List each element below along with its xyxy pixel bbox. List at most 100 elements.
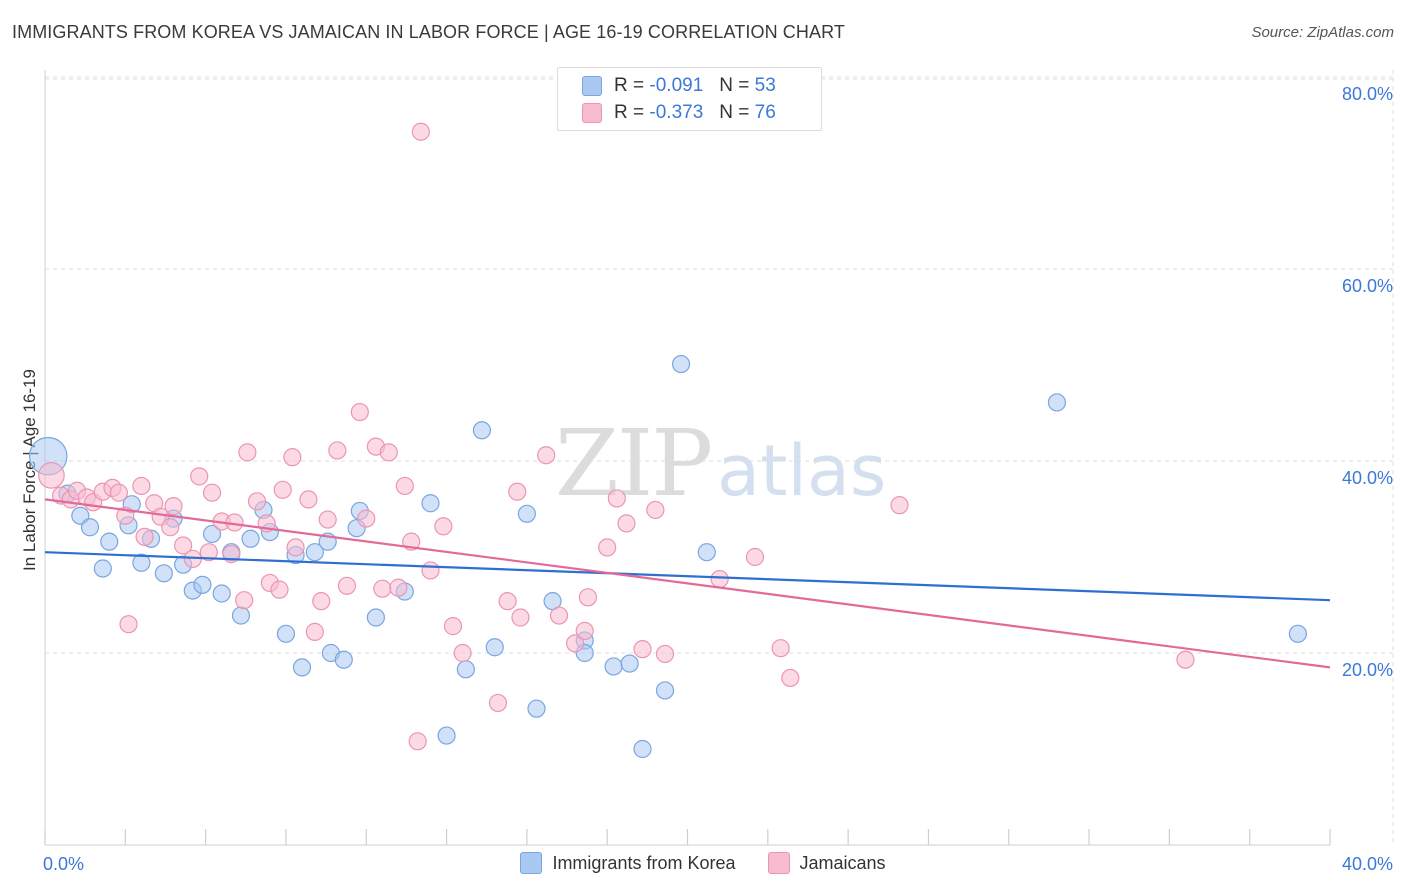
point-jamaican	[199, 543, 218, 562]
point-jamaican	[283, 448, 302, 467]
point-jamaican	[357, 509, 376, 528]
point-korea	[212, 584, 231, 603]
legend-row-jamaican: R = -0.373 N = 76	[582, 101, 776, 125]
x-tick-label: 40.0%	[1342, 854, 1393, 874]
point-korea	[80, 518, 100, 537]
y-tick-label: 40.0%	[1342, 468, 1393, 488]
point-jamaican	[488, 693, 508, 713]
point-jamaican	[771, 639, 790, 658]
point-korea	[485, 638, 504, 657]
point-jamaican	[498, 592, 517, 611]
point-korea	[633, 739, 652, 759]
point-korea	[604, 657, 623, 676]
stats-legend: R = -0.091 N = 53 R = -0.373 N = 76	[557, 67, 822, 131]
point-korea	[1047, 393, 1067, 412]
legend-swatch-jamaican	[582, 103, 602, 123]
point-korea	[421, 494, 440, 513]
legend-r-label-korea: R =	[614, 75, 645, 96]
point-jamaican	[395, 476, 414, 496]
point-korea	[193, 575, 212, 594]
legend-n-label-korea: N =	[719, 75, 750, 96]
point-jamaican	[373, 579, 392, 598]
point-jamaican	[174, 536, 193, 555]
point-korea	[437, 726, 456, 745]
point-korea	[697, 543, 716, 562]
y-tick-label: 20.0%	[1342, 660, 1393, 680]
point-jamaican	[411, 122, 430, 141]
point-jamaican	[305, 622, 324, 641]
chart-title: IMMIGRANTS FROM KOREA VS JAMAICAN IN LAB…	[12, 22, 845, 42]
point-jamaican	[270, 580, 289, 599]
point-jamaican	[299, 490, 318, 509]
legend-n-value-jamaican: 76	[754, 102, 776, 123]
point-korea	[1288, 624, 1307, 643]
point-korea	[100, 532, 119, 551]
point-jamaican	[286, 538, 305, 557]
point-korea	[202, 524, 222, 544]
legend-swatch-korea	[582, 76, 602, 96]
point-korea	[655, 681, 675, 700]
point-korea	[305, 543, 324, 562]
series-legend: Immigrants from Korea Jamaicans	[0, 852, 1406, 874]
point-korea	[366, 608, 385, 627]
point-jamaican	[190, 467, 209, 486]
point-korea	[517, 504, 536, 523]
point-jamaican	[318, 510, 337, 529]
point-jamaican	[453, 643, 472, 663]
point-jamaican	[575, 621, 594, 641]
point-jamaican	[1176, 650, 1195, 669]
legend-n-value-korea: 53	[754, 75, 776, 96]
point-jamaican	[119, 615, 138, 634]
series-legend-korea[interactable]: Immigrants from Korea	[520, 852, 736, 874]
series-legend-jamaican[interactable]: Jamaicans	[767, 852, 886, 874]
point-jamaican	[434, 517, 453, 536]
watermark-atlas: atlas	[717, 430, 887, 512]
point-jamaican	[109, 483, 128, 502]
point-jamaican	[646, 500, 665, 520]
point-korea	[241, 529, 260, 548]
point-jamaican	[247, 492, 267, 511]
point-jamaican	[235, 591, 254, 610]
point-korea	[132, 553, 151, 572]
trend-line-jamaican	[44, 498, 1331, 669]
watermark-zip: ZIP	[555, 410, 713, 517]
point-korea	[472, 421, 491, 440]
point-jamaican	[38, 462, 65, 489]
point-korea	[292, 658, 312, 677]
point-korea	[527, 699, 546, 718]
y-tick-label: 60.0%	[1342, 276, 1393, 296]
point-korea	[154, 564, 173, 583]
point-korea	[334, 650, 353, 669]
point-jamaican	[598, 538, 617, 557]
point-jamaican	[710, 569, 729, 589]
point-jamaican	[202, 483, 222, 502]
point-jamaican	[607, 489, 626, 508]
point-jamaican	[164, 497, 183, 516]
x-tick-label: 0.0%	[43, 854, 84, 874]
trend-line-korea	[44, 551, 1331, 602]
legend-r-value-jamaican: -0.373	[649, 102, 704, 123]
point-jamaican	[238, 443, 257, 462]
legend-r-label-jamaican: R =	[614, 102, 645, 123]
point-jamaican	[890, 496, 909, 515]
point-jamaican	[549, 606, 569, 625]
point-jamaican	[132, 476, 151, 496]
point-jamaican	[781, 668, 800, 688]
point-jamaican	[511, 608, 530, 627]
source-label: Source: ZipAtlas.com	[1251, 24, 1394, 41]
point-jamaican	[537, 446, 556, 465]
point-korea	[231, 606, 251, 625]
point-jamaican	[328, 441, 347, 460]
point-korea	[456, 660, 475, 679]
point-jamaican	[161, 518, 180, 537]
y-tick-label: 80.0%	[1342, 84, 1393, 104]
series-name-jamaican: Jamaicans	[799, 852, 886, 873]
point-jamaican	[379, 443, 398, 462]
point-jamaican	[389, 578, 408, 597]
point-jamaican	[655, 644, 675, 664]
point-korea	[620, 654, 639, 673]
point-jamaican	[617, 514, 636, 533]
point-jamaican	[408, 732, 427, 751]
point-jamaican	[443, 617, 463, 636]
